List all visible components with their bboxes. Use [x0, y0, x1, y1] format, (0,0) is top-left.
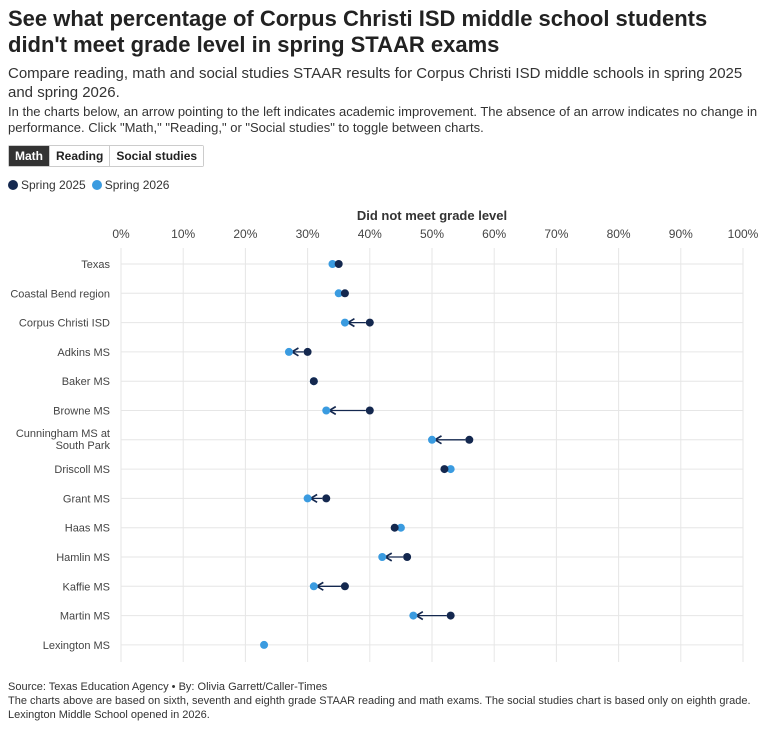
- point-spring-2026: [378, 553, 387, 561]
- point-spring-2026: [322, 406, 331, 415]
- category-label: Hamlin MS: [56, 552, 110, 564]
- source-credit: Source: Texas Education Agency • By: Oli…: [8, 681, 328, 693]
- x-tick-label: 70%: [544, 227, 568, 241]
- point-spring-2025: [340, 582, 349, 591]
- legend-item-spring-2026: Spring 2026: [91, 178, 170, 192]
- category-label: Haas MS: [65, 523, 110, 535]
- point-spring-2026: [284, 347, 293, 356]
- point-spring-2025: [403, 553, 412, 561]
- legend-swatch-spring-2026: [91, 180, 102, 190]
- x-tick-label: 50%: [420, 227, 444, 241]
- legend-label-spring-2025: Spring 2025: [21, 178, 86, 192]
- tab-reading[interactable]: Reading: [49, 146, 110, 166]
- category-label: Martin MS: [60, 611, 110, 623]
- category-label: Browne MS: [53, 406, 110, 418]
- tab-math[interactable]: Math: [9, 146, 49, 166]
- x-tick-label: 10%: [171, 227, 195, 241]
- category-label: Adkins MS: [57, 347, 110, 359]
- point-spring-2025: [365, 318, 374, 327]
- category-label: Cunningham MS at South Park: [16, 428, 111, 452]
- tab-social-studies[interactable]: Social studies: [109, 146, 204, 166]
- x-tick-label: 60%: [482, 227, 506, 241]
- point-spring-2026: [303, 494, 312, 503]
- footer: Source: Texas Education Agency • By: Oli…: [8, 680, 764, 722]
- point-spring-2026: [260, 640, 269, 649]
- x-tick-label: 0%: [112, 227, 130, 241]
- x-tick-label: 80%: [607, 227, 631, 241]
- point-spring-2026: [340, 318, 349, 327]
- page-title: See what percentage of Corpus Christi IS…: [8, 6, 708, 57]
- point-spring-2025: [303, 347, 312, 356]
- category-label: Coastal Bend region: [10, 288, 110, 300]
- legend-swatch-spring-2025: [8, 180, 18, 190]
- point-spring-2025: [440, 465, 449, 474]
- page-subtitle: Compare reading, math and social studies…: [8, 65, 743, 101]
- dot-arrow-chart: 0% 10% 20% 30% 40% 50% 60% 70% 80% 90% 100% Texas Co…: [10, 227, 759, 662]
- point-spring-2025: [340, 289, 349, 298]
- category-label: Lexington MS: [43, 640, 110, 652]
- category-label: Baker MS: [62, 376, 110, 388]
- x-tick-label: 30%: [296, 227, 320, 241]
- point-spring-2026: [328, 260, 337, 268]
- point-spring-2026: [446, 465, 455, 474]
- point-spring-2025: [365, 406, 374, 415]
- point-spring-2025: [334, 260, 343, 268]
- category-label: Driscoll MS: [54, 464, 110, 476]
- point-spring-2026: [334, 289, 343, 298]
- legend-label-spring-2026: Spring 2026: [104, 178, 170, 192]
- chart-legend: Spring 2025 Spring 2026: [8, 178, 175, 192]
- point-spring-2025: [390, 523, 399, 532]
- point-spring-2025: [322, 494, 331, 503]
- x-tick-label: 40%: [358, 227, 382, 241]
- chart-toggle: Math Reading Social studies: [8, 145, 205, 167]
- point-spring-2026: [396, 523, 405, 532]
- x-tick-label: 20%: [233, 227, 257, 241]
- category-label: Texas: [81, 259, 110, 271]
- legend-item-spring-2025: Spring 2025: [8, 178, 86, 192]
- footnote: The charts above are based on sixth, sev…: [8, 695, 751, 721]
- point-spring-2025: [465, 435, 474, 444]
- category-label: Kaffie MS: [63, 581, 111, 593]
- point-spring-2025: [446, 611, 455, 620]
- category-label: Grant MS: [63, 493, 110, 505]
- x-axis-title: Did not meet grade level: [356, 208, 508, 223]
- point-spring-2026: [309, 582, 318, 591]
- chart-instructions: In the charts below, an arrow pointing t…: [8, 104, 758, 135]
- point-spring-2026: [409, 611, 418, 620]
- x-tick-label: 90%: [669, 227, 693, 241]
- category-label: Corpus Christi ISD: [19, 318, 110, 330]
- x-tick-label: 100%: [728, 227, 759, 241]
- point-spring-2025: [309, 377, 318, 386]
- point-spring-2026: [428, 435, 436, 444]
